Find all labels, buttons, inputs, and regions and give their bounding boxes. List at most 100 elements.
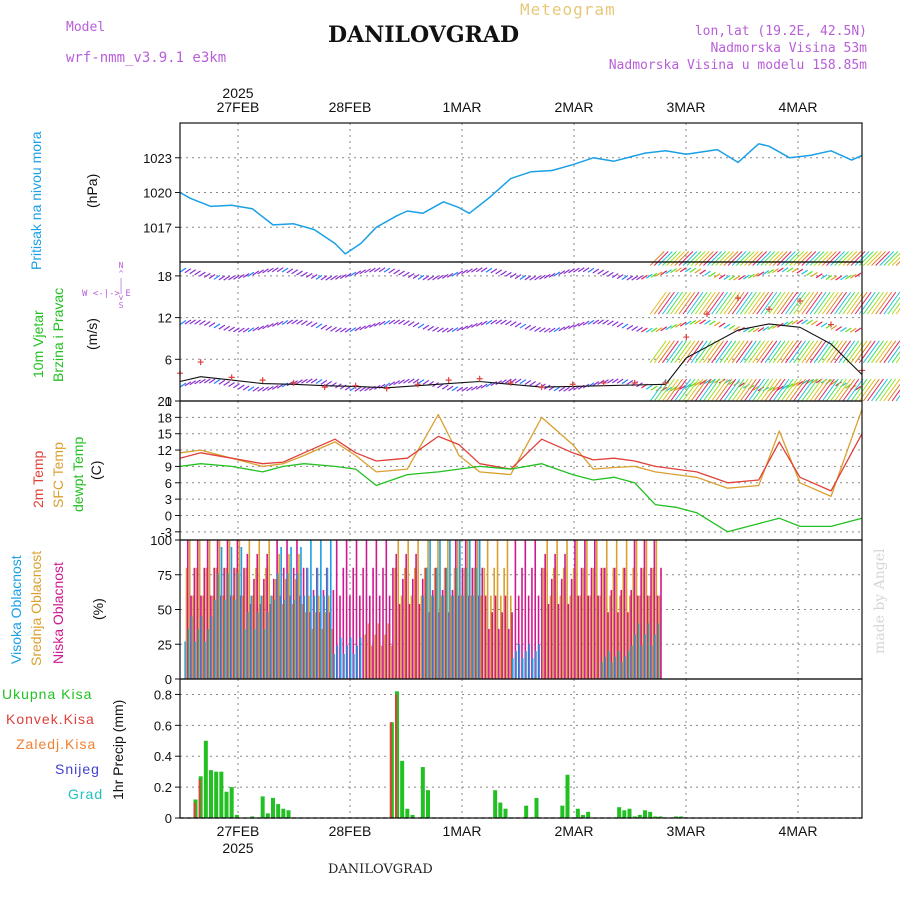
wind-vector bbox=[529, 325, 537, 331]
wind-hatch bbox=[826, 251, 841, 266]
wind-vector bbox=[393, 269, 401, 275]
wind-vector bbox=[189, 319, 197, 325]
wind-vector bbox=[228, 275, 235, 281]
time-label-top: 28FEB bbox=[329, 99, 372, 115]
wind-vector bbox=[713, 321, 721, 327]
wind-vector bbox=[296, 319, 303, 325]
wind-vector bbox=[354, 270, 362, 276]
wind-hatch bbox=[826, 340, 843, 364]
wind-vector bbox=[752, 385, 760, 391]
wind-vector bbox=[854, 385, 862, 391]
wind-vector bbox=[723, 323, 731, 329]
wind-hatch bbox=[809, 340, 827, 364]
wind-vector bbox=[471, 267, 478, 273]
wind-vector bbox=[403, 378, 410, 384]
precip-total-bar bbox=[565, 774, 570, 818]
temp-tick-label: 0 bbox=[165, 508, 172, 523]
wind-vector bbox=[558, 326, 566, 332]
wind-hatch bbox=[723, 251, 739, 266]
wind-vector bbox=[296, 379, 303, 385]
wind-vector bbox=[189, 380, 197, 386]
wind-gust-marker bbox=[662, 379, 669, 386]
wind-gust-marker bbox=[383, 385, 390, 392]
wind-hatch bbox=[756, 340, 774, 364]
altitude: Nadmorska Visina 53m bbox=[710, 41, 867, 56]
wind-vector bbox=[179, 320, 187, 326]
precip-total-bar bbox=[637, 814, 642, 818]
precip-total-bar bbox=[260, 796, 265, 818]
wind-vector bbox=[568, 324, 575, 330]
wind-hatch bbox=[739, 340, 757, 364]
temp-tick-label: 9 bbox=[165, 459, 172, 474]
wind-vector bbox=[213, 323, 221, 329]
wind-hatch bbox=[727, 340, 745, 364]
wind-vector bbox=[203, 378, 211, 384]
wind-vector bbox=[451, 327, 459, 333]
wind-hatch bbox=[793, 378, 811, 402]
wind-hatch bbox=[867, 340, 884, 364]
wind-vector bbox=[597, 269, 605, 275]
wind-vector bbox=[281, 319, 289, 325]
wind-vector bbox=[694, 268, 702, 274]
wind-vector bbox=[597, 319, 605, 325]
wind-speed-line bbox=[179, 323, 863, 389]
precip-total-bar bbox=[219, 771, 224, 818]
wind-vector bbox=[194, 319, 201, 325]
wind-hatch bbox=[690, 251, 706, 266]
wind-hatch bbox=[719, 291, 737, 315]
wind-hatch bbox=[764, 251, 780, 266]
cloud-tick-label: 75 bbox=[158, 568, 172, 583]
wind-vector bbox=[791, 319, 799, 325]
wind-vector bbox=[233, 327, 240, 333]
pressure-line bbox=[179, 143, 863, 255]
time-label-top: 4MAR bbox=[779, 99, 818, 115]
wind-vector bbox=[762, 326, 770, 332]
wind-hatch bbox=[731, 340, 749, 364]
precip-total-bar bbox=[493, 790, 498, 818]
wind-vector bbox=[811, 378, 818, 384]
wind-vector bbox=[616, 322, 624, 328]
wind-vector bbox=[757, 327, 765, 333]
wind-vector bbox=[378, 320, 386, 326]
wind-hatch bbox=[842, 378, 860, 402]
wind-vector bbox=[461, 269, 469, 275]
wind-vector bbox=[199, 271, 206, 277]
wind-vector bbox=[514, 322, 522, 328]
wind-vector bbox=[184, 319, 192, 325]
wind-vector bbox=[757, 271, 765, 277]
pressure-tick-label: 1017 bbox=[143, 220, 172, 235]
wind-vector bbox=[199, 378, 206, 384]
wind-vector bbox=[806, 379, 813, 385]
wind-vector bbox=[271, 321, 279, 327]
wind-vector bbox=[806, 270, 813, 276]
precip-total-bar bbox=[674, 816, 678, 818]
temp-tick-label: 21 bbox=[158, 394, 172, 409]
legend-total-precip: Ukupna Kisa bbox=[2, 686, 93, 702]
wind-hatch bbox=[752, 340, 770, 364]
wind-gust-marker bbox=[228, 374, 235, 381]
wind-hatch bbox=[666, 291, 683, 315]
wind-vector bbox=[267, 267, 274, 273]
wind-vector bbox=[398, 319, 405, 325]
wind-vector bbox=[675, 267, 682, 273]
wind-hatch bbox=[723, 378, 741, 402]
wind-vector bbox=[480, 383, 488, 389]
wind-vector bbox=[840, 275, 847, 281]
wind-hatch bbox=[686, 378, 704, 402]
wind-vector bbox=[713, 273, 721, 279]
wind-vector bbox=[315, 274, 323, 280]
wind-vector bbox=[670, 324, 677, 330]
wind-hatch bbox=[883, 378, 900, 402]
wind-hatch bbox=[834, 291, 852, 315]
wind-vector bbox=[456, 270, 464, 276]
wind-vector bbox=[830, 275, 838, 281]
wind-hatch bbox=[727, 291, 745, 315]
wind-hatch bbox=[879, 291, 897, 315]
wind-vector bbox=[563, 386, 571, 392]
wind-hatch bbox=[867, 291, 884, 315]
wind-hatch bbox=[805, 291, 823, 315]
wind-vector bbox=[247, 271, 255, 277]
wind-vector bbox=[830, 324, 838, 330]
wind-vector bbox=[616, 274, 624, 280]
precip-tick-label: 0.2 bbox=[154, 780, 172, 795]
